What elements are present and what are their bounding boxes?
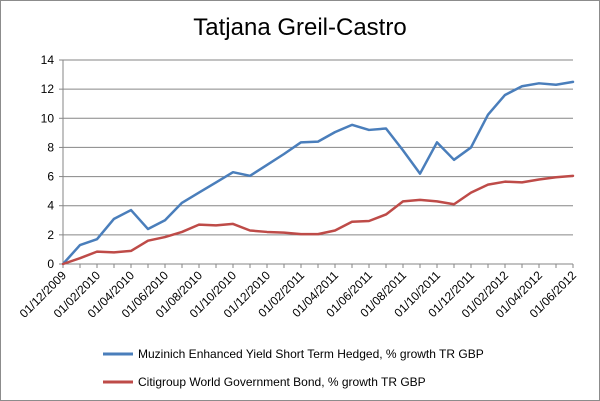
chart-title: Tatjana Greil-Castro	[193, 14, 407, 41]
gridlines	[63, 59, 573, 236]
y-tick-label: 6	[47, 170, 54, 184]
y-tick-label: 8	[47, 140, 54, 154]
legend-label-2: Citigroup World Government Bond, % growt…	[138, 375, 426, 389]
y-tick-label: 2	[47, 228, 54, 242]
y-tick-label: 12	[41, 82, 55, 96]
series-line-2	[61, 174, 575, 266]
legend: Muzinich Enhanced Yield Short Term Hedge…	[103, 347, 484, 389]
x-axis-tick-labels: 01/12/200901/02/201001/04/201001/06/2010…	[17, 268, 580, 321]
series-lines	[61, 80, 575, 266]
y-tick-label: 4	[47, 199, 54, 213]
y-tick-label: 0	[47, 257, 54, 271]
legend-label-1: Muzinich Enhanced Yield Short Term Hedge…	[138, 347, 484, 361]
y-tick-label: 10	[41, 111, 55, 125]
series-line-1	[61, 80, 575, 266]
y-axis-tick-labels: 0 2 4 6 8 10 12 14	[41, 53, 55, 271]
axes	[59, 59, 574, 268]
y-tick-label: 14	[41, 53, 55, 67]
